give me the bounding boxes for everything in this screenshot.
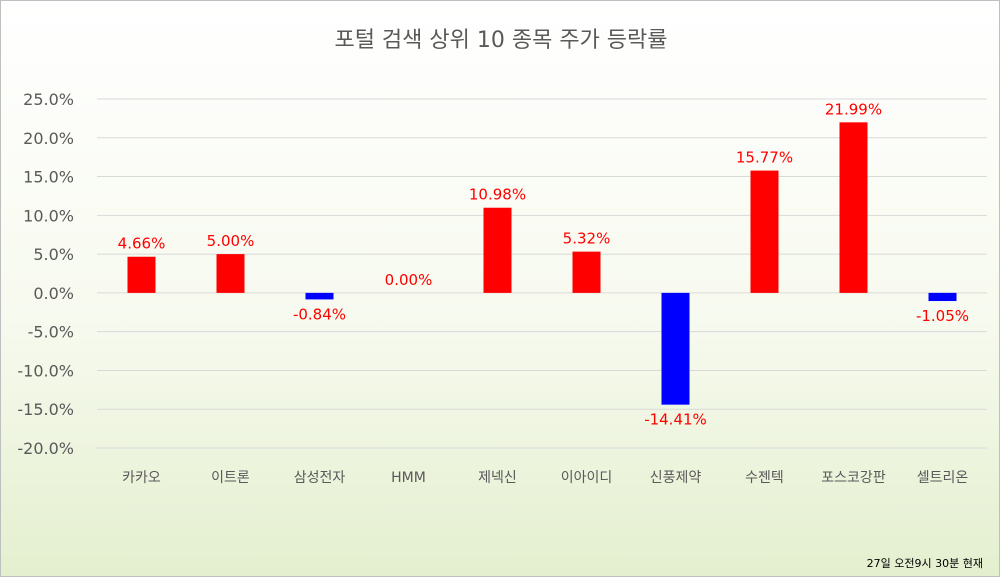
category-labels: 카카오 이트론 삼성전자 HMM 제넥신 이아이디 신풍제약 수젠텍 포스코강판 셀트리온 — [122, 470, 968, 486]
category-label: HMM — [391, 470, 426, 486]
data-label: 21.99% — [825, 100, 882, 118]
bar — [572, 251, 601, 293]
data-label: 10.98% — [469, 186, 526, 204]
bars — [127, 122, 957, 405]
bar — [750, 170, 779, 293]
y-tick-label: -20.0% — [17, 439, 74, 458]
bar — [216, 254, 245, 293]
bar — [839, 122, 868, 293]
bar — [127, 256, 156, 293]
y-tick-label: 20.0% — [23, 129, 74, 148]
gridlines — [97, 98, 987, 449]
y-tick-label: -5.0% — [28, 323, 74, 342]
bar — [661, 292, 690, 405]
y-tick-label: -15.0% — [17, 400, 74, 419]
data-label: 5.00% — [207, 232, 255, 250]
bar — [928, 292, 957, 302]
y-tick-label: -10.0% — [17, 361, 74, 380]
y-tick-label: 5.0% — [33, 245, 74, 264]
category-label: 이트론 — [211, 470, 250, 486]
bar — [305, 292, 334, 300]
category-label: 수젠텍 — [745, 470, 784, 486]
category-label: 삼성전자 — [294, 470, 346, 486]
data-labels: 4.66% 5.00% -0.84% 0.00% 10.98% 5.32% -14.41% 1… — [118, 100, 969, 428]
category-label: 카카오 — [122, 470, 161, 486]
data-label: 4.66% — [118, 235, 166, 253]
y-tick-label: 10.0% — [23, 206, 74, 225]
chart-title: 포털 검색 상위 10 종목 주가 등락률 — [334, 28, 667, 53]
category-label: 포스코강판 — [821, 470, 886, 486]
y-tick-label: 15.0% — [23, 168, 74, 187]
data-label: 5.32% — [563, 230, 611, 248]
data-label: -1.05% — [916, 307, 969, 325]
category-label: 제넥신 — [478, 470, 517, 486]
data-label: -14.41% — [644, 411, 707, 429]
data-label: 0.00% — [385, 271, 433, 289]
data-label: -0.84% — [293, 305, 346, 323]
category-label: 신풍제약 — [650, 470, 702, 486]
category-label: 이아이디 — [561, 470, 613, 486]
data-label: 15.77% — [736, 149, 793, 167]
footnote: 27일 오전9시 30분 현재 — [867, 556, 983, 570]
bar — [483, 207, 512, 293]
category-label: 셀트리온 — [917, 470, 969, 486]
y-axis-ticks: 25.0% 20.0% 15.0% 10.0% 5.0% 0.0% -5.0% -10.0% -… — [17, 90, 74, 458]
y-tick-label: 25.0% — [23, 90, 74, 109]
y-tick-label: 0.0% — [33, 284, 74, 303]
